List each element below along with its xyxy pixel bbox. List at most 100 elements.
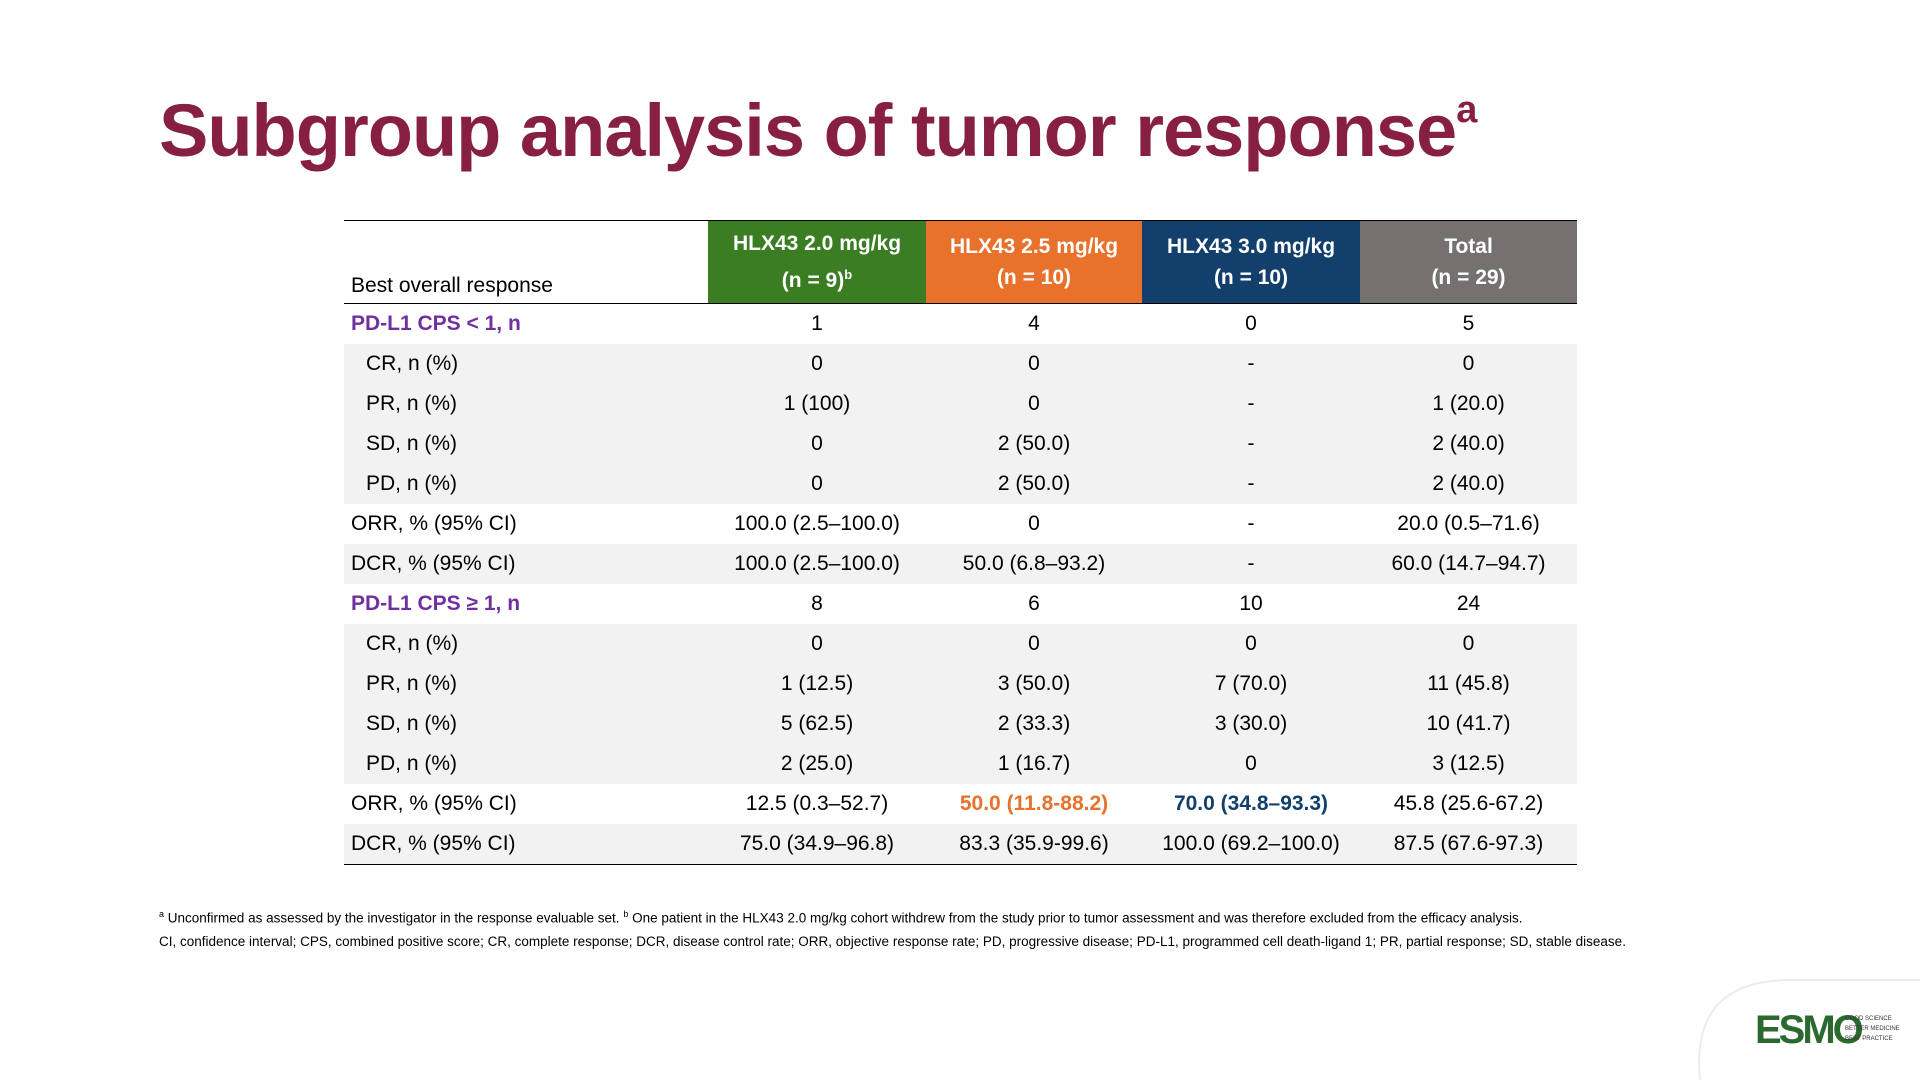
table-cell: 100.0 (2.5–100.0): [734, 552, 900, 575]
row-label: SD, n (%): [366, 432, 458, 455]
row-label: PD-L1 CPS < 1, n: [351, 312, 521, 335]
table-row: PD, n (%) 2 (25.0) 1 (16.7) 0 3 (12.5): [344, 744, 1577, 784]
column-name: Total: [1444, 235, 1493, 258]
table-row: PR, n (%) 1 (100) 0 - 1 (20.0): [344, 384, 1577, 424]
row-label: SD, n (%): [366, 712, 458, 735]
table-cell: 10 (41.7): [1426, 712, 1511, 735]
table-cell: 83.3 (35.9-99.6): [959, 832, 1109, 855]
logo-name: ESMO: [1755, 1008, 1864, 1052]
table-cell: 10: [1239, 592, 1263, 615]
table-cell: 100.0 (2.5–100.0): [734, 512, 900, 535]
column-name: HLX43 3.0 mg/kg: [1166, 235, 1336, 258]
table-row: ORR, % (95% CI) 100.0 (2.5–100.0) 0 - 20.0 (…: [344, 504, 1577, 544]
column-n-text: (n = 29): [1431, 266, 1506, 289]
row-label: PD-L1 CPS ≥ 1, n: [351, 592, 521, 615]
table-cell: 50.0 (11.8-88.2): [959, 792, 1109, 815]
table-cell: 2 (40.0): [1432, 432, 1505, 455]
column-header: HLX43 3.0 mg/kg (n = 10): [1142, 220, 1360, 304]
column-name: HLX43 2.5 mg/kg: [949, 235, 1119, 258]
footnote-text: Unconfirmed as assessed by the investiga…: [167, 910, 620, 926]
table-cell: -: [1247, 392, 1255, 415]
table-row: PD, n (%) 0 2 (50.0) - 2 (40.0): [344, 464, 1577, 504]
table-body: PD-L1 CPS < 1, n 1 4 0 5 CR, n (%) 0 0 - 0 PR, n (…: [344, 304, 1577, 865]
footnote-text: One patient in the HLX43 2.0 mg/kg cohor…: [632, 910, 1523, 926]
table-cell: -: [1247, 352, 1255, 375]
table-cell: 87.5 (67.6-97.3): [1393, 832, 1544, 855]
table-cell: 0: [811, 432, 823, 455]
esmo-logo: ESMO GOOD SCIENCE BETTER MEDICINE BEST P…: [1755, 1008, 1900, 1052]
table-row: SD, n (%) 0 2 (50.0) - 2 (40.0): [344, 424, 1577, 464]
table-cell: 1 (12.5): [780, 672, 854, 695]
table-cell: 0: [1028, 352, 1040, 375]
footnote-marker: a: [159, 909, 165, 919]
column-n: (n = 10): [1142, 262, 1360, 293]
table-cell: 0: [1028, 632, 1040, 655]
row-label: ORR, % (95% CI): [351, 512, 517, 535]
table-cell: 4: [1028, 312, 1040, 335]
table-cell: 5: [1462, 312, 1475, 335]
title-superscript: a: [1456, 89, 1477, 131]
column-n-text: (n = 10): [1213, 266, 1289, 289]
table-cell: 6: [1028, 592, 1040, 615]
table-cell: 0: [1245, 312, 1257, 335]
table-cell: 70.0 (34.8–93.3): [1173, 792, 1329, 815]
table-row: CR, n (%) 0 0 0 0: [344, 624, 1577, 664]
table-cell: 12.5 (0.3–52.7): [745, 792, 889, 815]
table-row: DCR, % (95% CI) 100.0 (2.5–100.0) 50.0 (6.…: [344, 544, 1577, 584]
row-label: DCR, % (95% CI): [351, 552, 516, 575]
table-cell: 45.8 (25.6-67.2): [1393, 792, 1544, 815]
table-row: DCR, % (95% CI) 75.0 (34.9–96.8) 83.3 (35.…: [344, 824, 1577, 865]
row-label: PD, n (%): [366, 472, 458, 495]
table-cell: 2 (25.0): [780, 752, 854, 775]
table-cell: 2 (40.0): [1432, 472, 1505, 495]
table-row: SD, n (%) 5 (62.5) 2 (33.3) 3 (30.0) 10 (41.…: [344, 704, 1577, 744]
table-cell: 24: [1456, 592, 1481, 615]
column-n: (n = 9)b: [708, 259, 926, 296]
logo-tagline: BETTER MEDICINE: [1845, 1026, 1900, 1032]
column-header: HLX43 2.5 mg/kg (n = 10): [926, 220, 1142, 304]
table-cell: 75.0 (34.9–96.8): [739, 832, 895, 855]
column-n-text: (n = 10): [996, 266, 1072, 289]
table-cell: 3 (12.5): [1432, 752, 1505, 775]
table-cell: 7 (70.0): [1214, 672, 1288, 695]
table-cell: -: [1247, 472, 1255, 495]
row-label: ORR, % (95% CI): [351, 792, 517, 815]
row-label: PR, n (%): [366, 672, 458, 695]
column-n-superscript: b: [844, 267, 853, 282]
table-row: PD-L1 CPS ≥ 1, n 8 6 10 24: [344, 584, 1577, 624]
column-header: Total (n = 29): [1360, 220, 1577, 304]
logo-tagline: BEST PRACTICE: [1845, 1036, 1893, 1042]
column-name: HLX43 2.0 mg/kg: [732, 232, 902, 255]
footnote-2: CI, confidence interval; CPS, combined p…: [159, 934, 1626, 949]
table-row: PR, n (%) 1 (12.5) 3 (50.0) 7 (70.0) 11 (45.…: [344, 664, 1577, 704]
table-cell: 0: [1462, 352, 1475, 375]
table-cell: 0: [811, 632, 823, 655]
column-n-text: (n = 9): [781, 269, 845, 292]
table-cell: 0: [1245, 632, 1257, 655]
table-cell: 1 (16.7): [997, 752, 1071, 775]
column-header: HLX43 2.0 mg/kg (n = 9)b: [708, 220, 926, 304]
table-cell: -: [1247, 512, 1255, 535]
row-label: CR, n (%): [366, 352, 459, 375]
table-row: PD-L1 CPS < 1, n 1 4 0 5: [344, 304, 1577, 345]
table-cell: 0: [811, 472, 823, 495]
table-cell: 20.0 (0.5–71.6): [1397, 512, 1540, 535]
table-cell: 100.0 (69.2–100.0): [1162, 832, 1340, 855]
table-cell: 2 (50.0): [997, 472, 1071, 495]
column-n: (n = 10): [926, 262, 1142, 293]
table-cell: 1: [811, 312, 823, 335]
title-text: Subgroup analysis of tumor response: [159, 89, 1457, 172]
table-cell: 3 (30.0): [1214, 712, 1288, 735]
response-table: Best overall response HLX43 2.0 mg/kg (n =…: [344, 220, 1577, 865]
header-row: Best overall response HLX43 2.0 mg/kg (n =…: [344, 220, 1577, 304]
table-cell: 11 (45.8): [1427, 672, 1510, 695]
table-cell: 2 (33.3): [997, 712, 1071, 735]
table-cell: -: [1247, 432, 1255, 455]
row-label: DCR, % (95% CI): [351, 832, 516, 855]
column-n: (n = 29): [1360, 262, 1577, 293]
footnote-1: a Unconfirmed as assessed by the investi…: [159, 909, 1523, 926]
table-cell: 50.0 (6.8–93.2): [962, 552, 1106, 575]
row-label: CR, n (%): [366, 632, 459, 655]
table-cell: 1 (100): [783, 392, 851, 415]
